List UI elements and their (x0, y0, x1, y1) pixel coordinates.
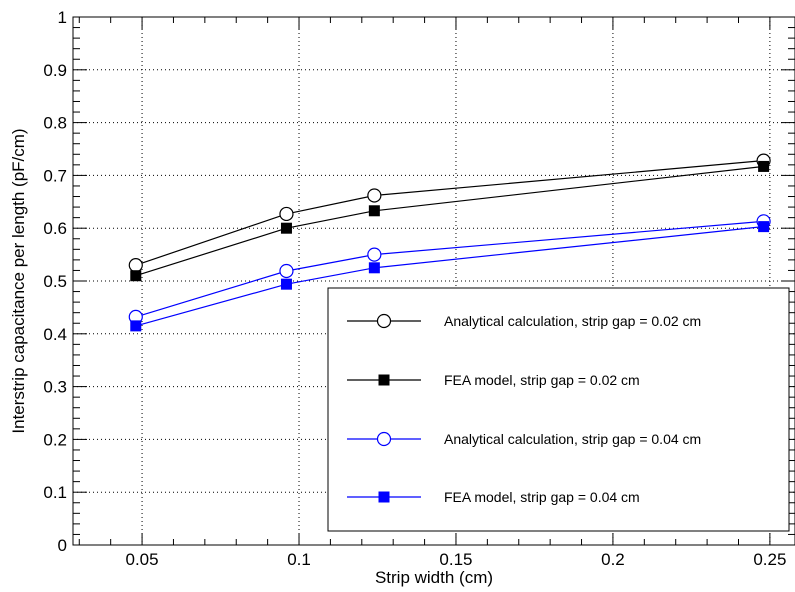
legend-swatch-marker (378, 374, 390, 386)
series-2 (130, 160, 770, 282)
x-tick-label: 0.1 (287, 550, 311, 569)
legend-label: FEA model, strip gap = 0.04 cm (444, 489, 640, 505)
series-group (128, 153, 771, 332)
data-point (367, 188, 382, 203)
x-tick-label: 0.2 (601, 550, 625, 569)
data-point (758, 160, 770, 172)
data-point (130, 320, 142, 332)
legend-label: FEA model, strip gap = 0.02 cm (444, 372, 640, 388)
series-line (135, 160, 764, 266)
legend-label: Analytical calculation, strip gap = 0.04… (444, 431, 701, 447)
y-tick-label: 1 (58, 8, 67, 27)
series-line (135, 226, 764, 327)
y-axis-label: Interstrip capacitance per length (pF/cm… (9, 128, 28, 433)
y-tick-label: 0.9 (43, 61, 67, 80)
data-point (367, 247, 382, 262)
data-point (128, 258, 143, 273)
legend-swatch-marker (376, 313, 392, 329)
x-tick-label: 0.05 (126, 550, 159, 569)
legend-label: Analytical calculation, strip gap = 0.02… (444, 313, 701, 329)
x-tick-label: 0.25 (753, 550, 786, 569)
y-tick-label: 0.6 (43, 219, 67, 238)
y-tick-label: 0.7 (43, 166, 67, 185)
y-tick-label: 0.3 (43, 378, 67, 397)
plot-frame (72, 16, 795, 546)
data-point (130, 270, 142, 282)
data-point (368, 205, 380, 217)
tick-labels: 0.05 0.1 0.15 0.2 0.25 0 0.1 0.2 0.3 0.4 0.5 0.6 0.7… (43, 8, 786, 569)
y-tick-label: 0.8 (43, 114, 67, 133)
legend-swatch-marker (378, 491, 390, 503)
series-3 (128, 214, 771, 325)
series-4 (130, 221, 770, 332)
data-point (758, 221, 770, 233)
data-point (280, 278, 292, 290)
data-point (279, 263, 294, 279)
x-tick-label: 0.15 (439, 550, 472, 569)
legend-box (327, 287, 790, 532)
y-tick-label: 0.5 (43, 272, 67, 291)
x-axis-label: Strip width (cm) (375, 568, 493, 587)
y-tick-label: 0 (58, 536, 67, 555)
data-point (368, 262, 380, 274)
data-point (280, 222, 292, 234)
y-tick-label: 0.1 (43, 483, 67, 502)
legend: Analytical calculation, strip gap = 0.02… (327, 287, 790, 532)
y-tick-label: 0.2 (43, 430, 67, 449)
legend-swatch-marker (376, 431, 392, 447)
data-point (279, 206, 294, 222)
series-line (135, 220, 764, 318)
y-tick-label: 0.4 (43, 325, 67, 344)
series-line (135, 165, 764, 277)
